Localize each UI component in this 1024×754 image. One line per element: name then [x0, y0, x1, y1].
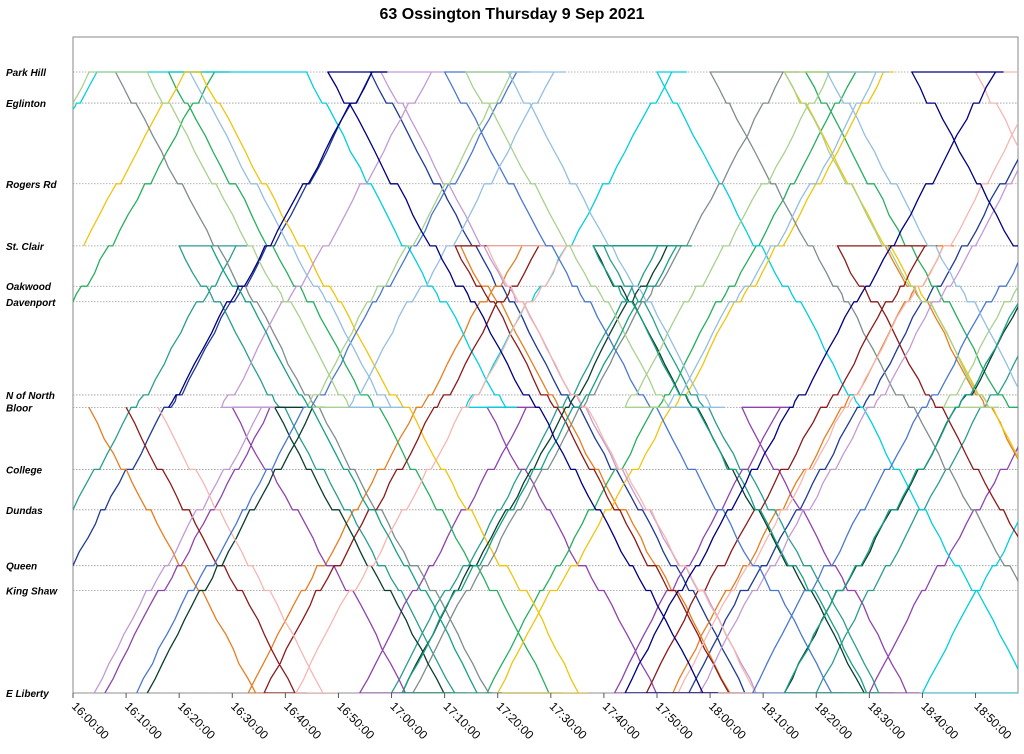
stop-label: St. Clair [6, 242, 45, 253]
vehicle-line [73, 71, 1018, 693]
time-label: 16:50:00 [334, 699, 377, 742]
time-tick-labels: 16:00:00 16:10:00 16:20:00 16:30:00 16:40:00… [69, 699, 1015, 742]
time-label: 18:10:00 [759, 699, 802, 742]
time-label: 16:20:00 [175, 699, 218, 742]
vehicle-line [73, 71, 1018, 693]
vehicle-line [189, 71, 1018, 408]
stop-label: Park Hill [6, 68, 46, 79]
vehicle-series [73, 71, 1018, 693]
plot-area-border [72, 36, 1019, 694]
time-label: 17:10:00 [441, 699, 484, 742]
time-label: 18:20:00 [812, 699, 855, 742]
stop-labels: Park Hill Eglinton Rogers Rd St. Clair Oakwo… [6, 68, 58, 700]
vehicle-line [136, 71, 1018, 693]
time-label: 16:30:00 [228, 699, 271, 742]
time-label: 18:30:00 [865, 699, 908, 742]
stop-label: Dundas [6, 506, 43, 517]
stop-label: Oakwood [6, 282, 52, 293]
time-label: 16:00:00 [69, 699, 112, 742]
stop-label: Davenport [6, 298, 56, 309]
vehicle-line [73, 71, 1018, 408]
time-label: 17:20:00 [494, 699, 537, 742]
vehicle-line [146, 245, 1018, 693]
time-label: 16:40:00 [281, 699, 324, 742]
vehicle-line [125, 245, 1018, 693]
chart-title: 63 Ossington Thursday 9 Sep 2021 [379, 6, 645, 23]
stop-label: N of North [6, 391, 55, 402]
vehicle-line [83, 71, 1018, 693]
time-label: 16:10:00 [122, 699, 165, 742]
stop-label: E Liberty [6, 689, 49, 700]
time-label: 18:40:00 [918, 699, 961, 742]
stop-label: Rogers Rd [6, 180, 57, 191]
stop-label: Bloor [6, 403, 33, 414]
stop-label: Queen [6, 562, 37, 573]
vehicle-line [157, 71, 1018, 693]
stop-label: College [6, 465, 43, 476]
vehicle-line [73, 245, 1018, 693]
time-label: 18:50:00 [971, 699, 1014, 742]
vehicle-line [210, 71, 1018, 693]
stop-label: Eglinton [6, 99, 46, 110]
vehicle-line [88, 245, 1018, 693]
time-label: 17:50:00 [653, 699, 696, 742]
time-label: 17:30:00 [547, 699, 590, 742]
vehicle-line [168, 71, 1018, 693]
time-label: 17:00:00 [387, 699, 430, 742]
stop-label: King Shaw [6, 587, 58, 598]
time-tick-marks [72, 693, 977, 698]
vehicle-line [114, 71, 1018, 693]
time-label: 17:40:00 [600, 699, 643, 742]
time-label: 18:00:00 [706, 699, 749, 742]
